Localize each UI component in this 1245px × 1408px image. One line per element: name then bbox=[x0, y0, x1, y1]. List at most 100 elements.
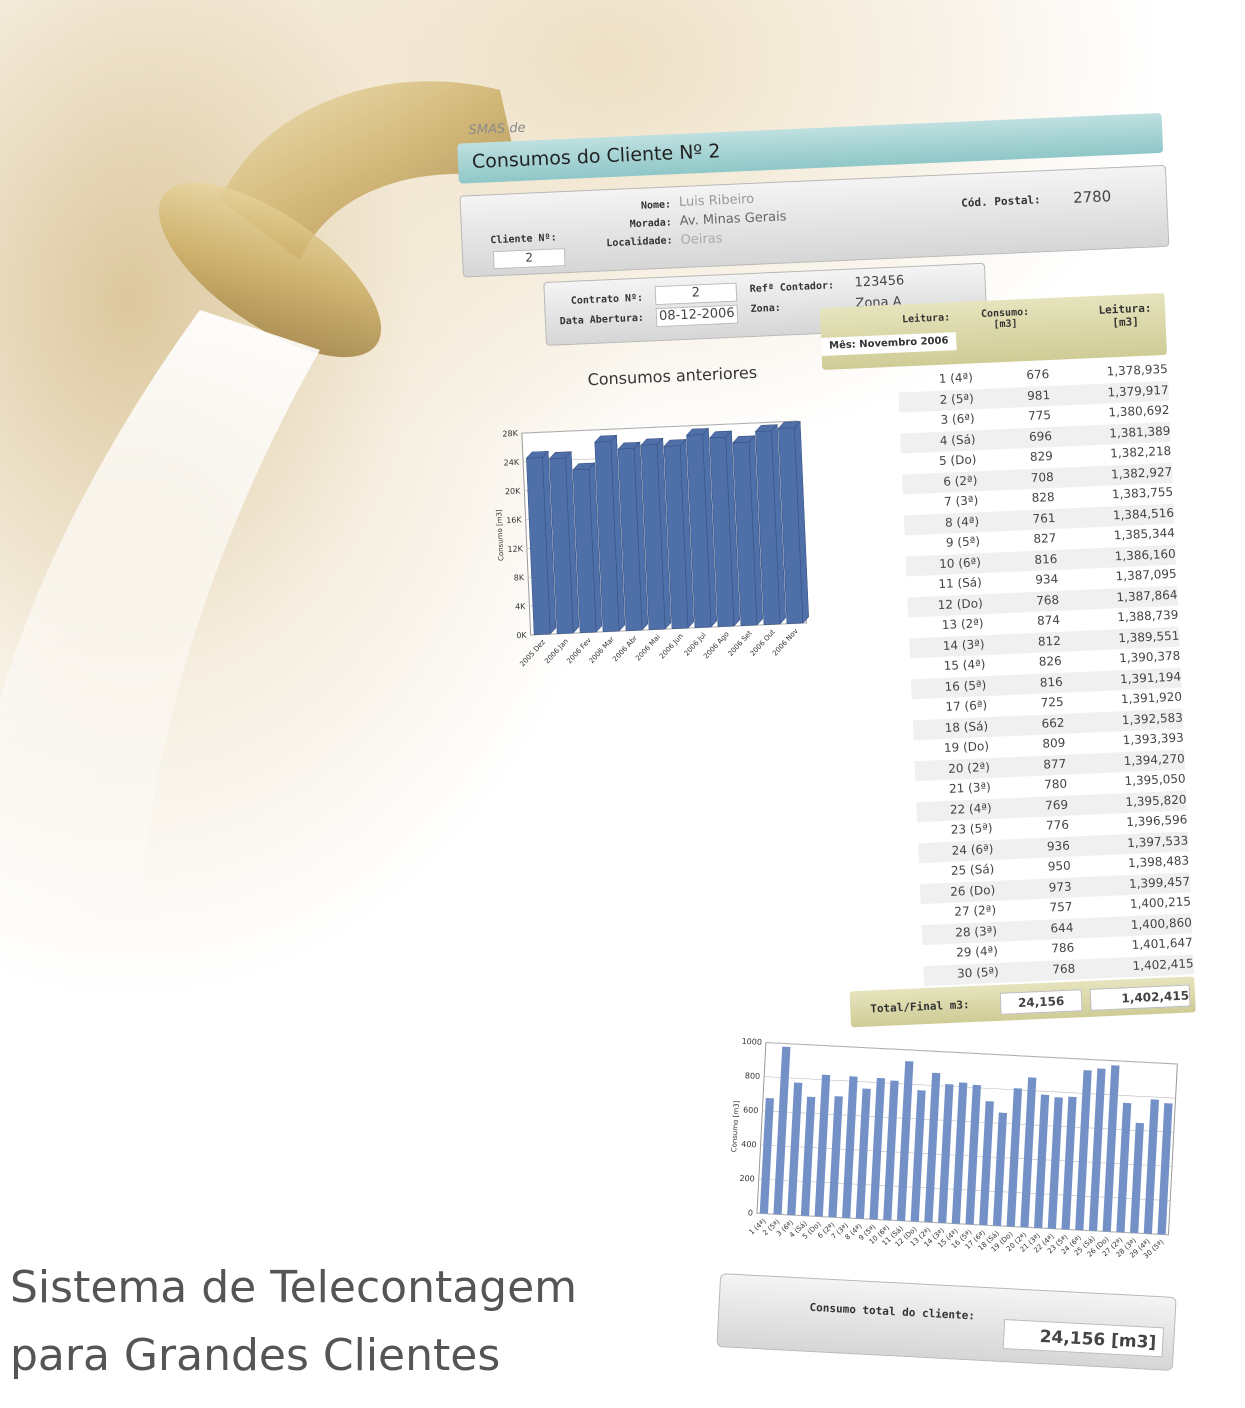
day: 8 (4ª) bbox=[945, 514, 980, 529]
y-axis-title: Consumo [m3] bbox=[730, 1100, 741, 1152]
y-tick-label: 400 bbox=[741, 1140, 757, 1150]
value: Oeiras bbox=[680, 231, 723, 248]
y-tick-label: 4K bbox=[515, 602, 526, 611]
day: 15 (4ª) bbox=[943, 657, 985, 673]
x-tick-label: 2006 Mar bbox=[588, 635, 616, 665]
leitura: 1,378,935 bbox=[1106, 362, 1168, 379]
leitura: 1,383,755 bbox=[1112, 485, 1174, 502]
headline: para Grandes Clientes bbox=[10, 1330, 500, 1381]
x-tick-label: 2006 Mai bbox=[634, 633, 662, 662]
summary-value: 24,156 [m3] bbox=[1003, 1319, 1164, 1357]
consumo: 950 bbox=[1029, 858, 1090, 875]
consumo: 708 bbox=[1012, 469, 1073, 486]
leitura: 1,382,218 bbox=[1110, 444, 1172, 461]
consumo: 809 bbox=[1024, 735, 1085, 752]
brand: SMAS de bbox=[468, 121, 526, 138]
leitura: 1,389,551 bbox=[1118, 628, 1180, 645]
day: 2 (5ª) bbox=[939, 391, 974, 406]
day: 5 (Do) bbox=[939, 452, 977, 468]
consumo: 768 bbox=[1017, 592, 1078, 609]
x-tick-label: 2006 Nov bbox=[771, 627, 800, 657]
day: 9 (5ª) bbox=[946, 534, 981, 549]
day: 6 (2ª) bbox=[943, 473, 978, 488]
y-tick-label: 1000 bbox=[741, 1037, 762, 1047]
consumo: 775 bbox=[1009, 407, 1070, 424]
column-header: Leitura: bbox=[850, 312, 950, 327]
day: 16 (5ª) bbox=[944, 678, 986, 694]
total-label: Total/Final m3: bbox=[870, 998, 970, 1015]
day: 1 (4ª) bbox=[938, 370, 973, 385]
value: 123456 bbox=[854, 273, 904, 290]
day: 4 (Sá) bbox=[939, 432, 975, 448]
daily-chart: 02004006008001000Consumo [m3]1 (4ª)2 (5ª… bbox=[704, 1026, 1186, 1295]
y-tick-label: 200 bbox=[739, 1174, 755, 1184]
value: 08-12-2006 bbox=[656, 305, 739, 328]
day: 23 (5ª) bbox=[951, 821, 993, 837]
leitura: 1,392,583 bbox=[1122, 710, 1184, 727]
consumo: 676 bbox=[1008, 366, 1069, 383]
consumo: 812 bbox=[1019, 633, 1080, 650]
leitura: 1,391,920 bbox=[1121, 690, 1183, 707]
label: Contrato Nº: bbox=[555, 293, 643, 308]
day: 27 (2ª) bbox=[954, 903, 996, 919]
value: 2 bbox=[493, 248, 566, 269]
consumo: 725 bbox=[1022, 694, 1083, 711]
label: Data Abertura: bbox=[556, 313, 644, 328]
consumo: 780 bbox=[1025, 776, 1086, 793]
day: 13 (2ª) bbox=[942, 616, 984, 632]
day: 18 (Sá) bbox=[944, 719, 988, 735]
day: 7 (3ª) bbox=[944, 493, 979, 508]
consumo: 981 bbox=[1008, 387, 1069, 404]
consumo: 776 bbox=[1027, 817, 1088, 834]
consumo: 828 bbox=[1013, 489, 1074, 506]
y-tick-label: 8K bbox=[514, 573, 525, 582]
consumo: 877 bbox=[1024, 755, 1085, 772]
consumo: 816 bbox=[1016, 551, 1077, 568]
day: 3 (6ª) bbox=[940, 411, 975, 426]
day: 11 (Sá) bbox=[938, 575, 982, 591]
day: 22 (4ª) bbox=[950, 800, 992, 816]
leitura: 1,385,344 bbox=[1113, 526, 1175, 543]
consumo: 874 bbox=[1018, 612, 1079, 629]
y-tick-label: 16K bbox=[506, 515, 523, 525]
leitura: 1,396,596 bbox=[1126, 812, 1188, 829]
report-title: Consumos do Cliente Nº 2 bbox=[471, 140, 720, 173]
y-axis-title: Consumo [m3] bbox=[495, 509, 505, 561]
consumo: 786 bbox=[1033, 940, 1094, 957]
day: 24 (6ª) bbox=[951, 841, 993, 857]
consumo: 644 bbox=[1032, 919, 1093, 936]
consumo: 934 bbox=[1016, 571, 1077, 588]
report: SMAS de Consumos do Cliente Nº 2 Cliente… bbox=[453, 15, 1201, 1045]
leitura: 1,397,533 bbox=[1127, 833, 1189, 850]
y-tick-label: 0K bbox=[516, 631, 527, 640]
value: Luis Ribeiro bbox=[679, 192, 755, 210]
page-body: SMAS de Consumos do Cliente Nº 2 Cliente… bbox=[0, 0, 1245, 1408]
consumo: 761 bbox=[1014, 510, 1075, 527]
leitura: 1,394,270 bbox=[1123, 751, 1185, 768]
leitura: 1,391,194 bbox=[1120, 669, 1182, 686]
consumo: 826 bbox=[1020, 653, 1081, 670]
leitura: 1,387,095 bbox=[1115, 567, 1177, 584]
leitura: 1,395,050 bbox=[1124, 772, 1186, 789]
y-tick-label: 24K bbox=[504, 458, 521, 468]
label: Refª Contador: bbox=[750, 280, 835, 295]
consumo: 768 bbox=[1033, 960, 1094, 977]
y-tick-label: 20K bbox=[505, 487, 522, 497]
day: 26 (Do) bbox=[950, 882, 996, 898]
consumo: 662 bbox=[1023, 714, 1084, 731]
day: 14 (3ª) bbox=[942, 637, 984, 653]
consumo: 696 bbox=[1010, 428, 1071, 445]
leitura: 1,401,647 bbox=[1131, 935, 1193, 952]
leitura: 1,379,917 bbox=[1107, 382, 1169, 399]
page: Sistema de Telecontagem { "brand": "SMAS… bbox=[0, 0, 1245, 1408]
day: 17 (6ª) bbox=[945, 698, 987, 714]
summary-label: Consumo total do cliente: bbox=[809, 1301, 975, 1323]
consumo: 973 bbox=[1030, 878, 1091, 895]
client-box: Cliente Nº: 2 Nome: Morada: Localidade: … bbox=[459, 165, 1169, 278]
leitura: 1,384,516 bbox=[1113, 505, 1175, 522]
label: Cód. Postal: bbox=[961, 193, 1041, 209]
day: 19 (Do) bbox=[944, 739, 990, 755]
value: 2780 bbox=[1073, 187, 1112, 207]
leitura: 1,400,860 bbox=[1130, 915, 1192, 932]
consumo: 816 bbox=[1021, 673, 1082, 690]
